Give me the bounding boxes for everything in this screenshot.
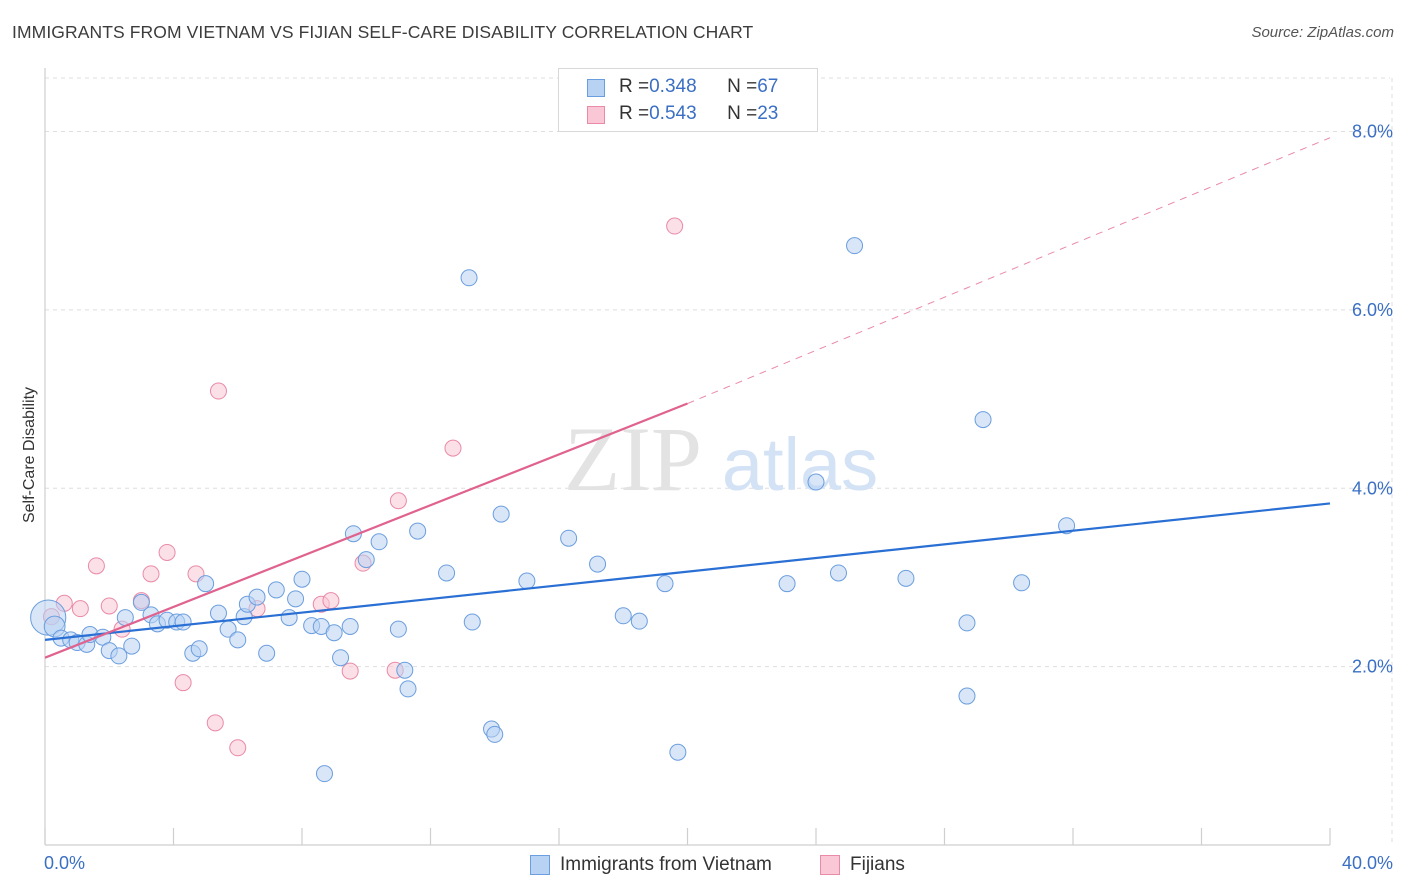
watermark-zip: ZIP (564, 408, 702, 510)
legend-n-value: 67 (757, 76, 779, 97)
legend-r-label: R = (619, 76, 650, 97)
fijian-point (174, 674, 192, 692)
legend-swatch-pink (587, 106, 605, 124)
vietnam-point (829, 564, 847, 582)
vietnam-point (174, 613, 192, 631)
fijian-point (209, 382, 227, 400)
vietnam-point (332, 649, 350, 667)
vietnam-point (267, 581, 285, 599)
vietnam-point (258, 644, 276, 662)
x-tick-label: 40.0% (1342, 853, 1393, 873)
vietnam-point (399, 680, 417, 698)
vietnam-point (409, 522, 427, 540)
vietnam-point (438, 564, 456, 582)
fijian-point (71, 600, 89, 618)
fijian-point (87, 557, 105, 575)
chart-title: IMMIGRANTS FROM VIETNAM VS FIJIAN SELF-C… (12, 22, 754, 42)
fijian-point (229, 739, 247, 757)
vietnam-point (341, 617, 359, 635)
vietnam-point (325, 624, 343, 642)
vietnam-point (110, 647, 128, 665)
fijian-point (444, 439, 462, 457)
vietnam-point (357, 551, 375, 569)
fijian-point (100, 597, 118, 615)
axes (44, 68, 1331, 846)
legend-r-label: R = (619, 103, 650, 124)
source-label: Source: ZipAtlas.com (1251, 24, 1394, 41)
vietnam-point (656, 575, 674, 593)
fijian-point (666, 217, 684, 235)
legend-swatch-blue (530, 855, 550, 875)
vietnam-point (190, 640, 208, 658)
legend-label-fijians: Fijians (850, 854, 905, 875)
vietnam-point (315, 765, 333, 783)
y-tick-label: 6.0% (1352, 300, 1393, 320)
legend-label-vietnam: Immigrants from Vietnam (560, 854, 772, 875)
vietnam-point (1013, 574, 1031, 592)
legend-r-value: 0.348 (649, 76, 697, 97)
vietnam-point (287, 590, 305, 608)
tick-labels: 2.0% 4.0% 6.0% 8.0% 0.0% 40.0% (44, 122, 1393, 873)
vietnam-point (518, 572, 536, 590)
trend-lines (44, 137, 1331, 659)
vietnam-point (846, 237, 864, 255)
watermark: ZIP atlas (564, 408, 878, 510)
legend-r-value: 0.543 (649, 103, 697, 124)
vietnam-point (778, 575, 796, 593)
vietnam-point (807, 473, 825, 491)
vietnam-point (389, 620, 407, 638)
legend-item-fijians: Fijians (820, 852, 905, 878)
vietnam-point (463, 613, 481, 631)
vietnam-point (589, 555, 607, 573)
legend-n-value: 23 (757, 103, 779, 124)
y-tick-label: 4.0% (1352, 478, 1393, 498)
correlation-legend: R = 0.348 N = 67 R = 0.543 N = 23 (558, 68, 818, 132)
vietnam-point (209, 604, 227, 622)
vietnam-point (492, 505, 510, 523)
legend-swatch-pink (820, 855, 840, 875)
watermark-atlas: atlas (722, 423, 878, 506)
vietnam-point (630, 612, 648, 630)
legend-n-label: N = (727, 76, 758, 97)
vietnam-point (897, 569, 915, 587)
legend-swatch-blue (587, 79, 605, 97)
fijian-trend-line (44, 402, 688, 659)
vietnam-point (132, 593, 150, 611)
vietnam-point (197, 575, 215, 593)
gridlines (45, 77, 1393, 845)
vietnam-point (486, 725, 504, 743)
vietnam-point (229, 631, 247, 649)
vietnam-point (460, 269, 478, 287)
y-axis-label: Self-Care Disability (21, 386, 38, 524)
legend-n-label: N = (727, 103, 758, 124)
legend-item-vietnam: Immigrants from Vietnam (530, 852, 772, 878)
vietnam-point (560, 529, 578, 547)
vietnam-point (958, 687, 976, 705)
fijian-point (389, 492, 407, 510)
fijian-point (158, 543, 176, 561)
vietnam-trend-line (44, 502, 1331, 641)
fijian-point (206, 714, 224, 732)
vietnam-point (280, 609, 298, 627)
vietnam-point (958, 614, 976, 632)
vietnam-point (1058, 517, 1076, 535)
fijian-point (341, 662, 359, 680)
fijian-point (322, 592, 340, 610)
y-tick-label: 8.0% (1352, 122, 1393, 142)
vietnam-point (669, 743, 687, 761)
fijian-point (142, 565, 160, 583)
vietnam-point (370, 533, 388, 551)
vietnam-point (614, 607, 632, 625)
vietnam-point (248, 588, 266, 606)
y-tick-label: 2.0% (1352, 657, 1393, 677)
x-tick-label: 0.0% (44, 853, 85, 873)
vietnam-point (293, 570, 311, 588)
data-points (30, 217, 1076, 783)
vietnam-point (396, 661, 414, 679)
vietnam-point (974, 411, 992, 429)
fijian-trend-extrapolation (687, 137, 1331, 404)
vietnam-point (123, 637, 141, 655)
